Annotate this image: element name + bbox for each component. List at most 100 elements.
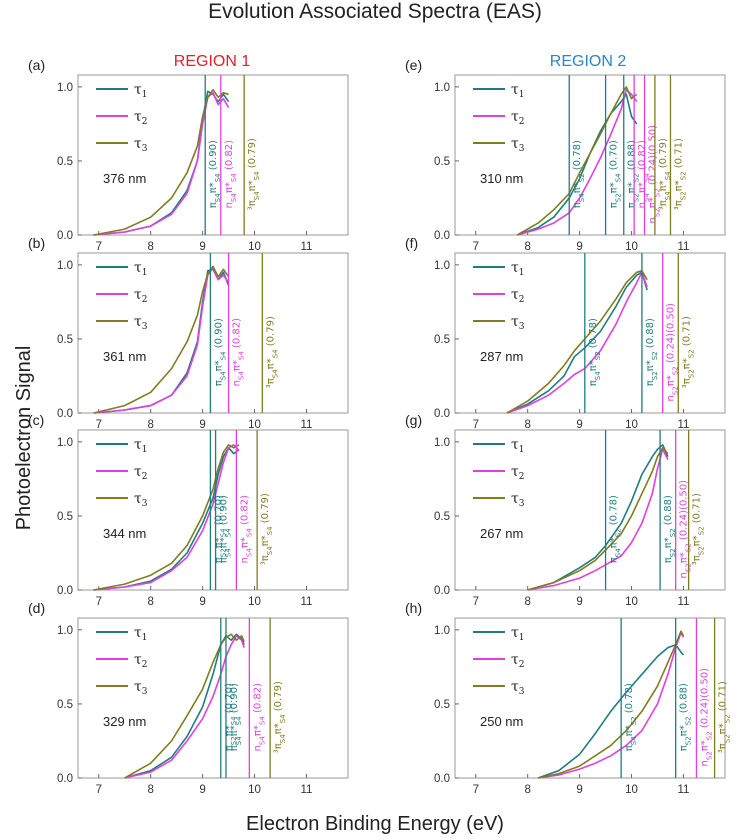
legend-label-tau1: τ1 xyxy=(134,437,147,455)
plot-frame xyxy=(77,429,349,591)
series-line-tau3 xyxy=(93,89,229,236)
x-tick-label: 9 xyxy=(199,784,205,796)
assignment-label: nS4π*S4 (0.82) xyxy=(637,140,651,209)
assignment-label: πS4π*S4 (0.90) xyxy=(219,495,233,563)
panel-letter: (a) xyxy=(28,57,45,73)
x-tick-label: 9 xyxy=(199,419,205,431)
assignment-label: πS4π*S2 (0.78) xyxy=(588,318,602,386)
x-tick-label: 9 xyxy=(576,784,582,796)
series-line-tau2 xyxy=(93,444,240,591)
y-tick-label: 0.5 xyxy=(434,699,450,711)
series-line-tau2 xyxy=(93,267,230,414)
assignment-label: ³πS4π*S4 (0.79) xyxy=(273,681,287,753)
x-tick-label: 8 xyxy=(524,784,530,796)
x-tick-label: 8 xyxy=(524,596,530,608)
legend-label-tau3: τ3 xyxy=(134,491,148,509)
assignment-label: ³πS2π*S2 (0.71) xyxy=(718,681,732,753)
x-tick-label: 10 xyxy=(248,241,261,253)
series-line-tau3 xyxy=(506,270,648,414)
assignment-label: πS2π*S2 (0.88) xyxy=(627,140,641,208)
assignment-label: ³πS2π*S2 (0.71) xyxy=(673,138,687,210)
assignment-label: ³πS4π*S4 (0.79) xyxy=(247,138,261,210)
wavelength-label: 287 nm xyxy=(480,349,523,364)
legend-label-tau1: τ1 xyxy=(511,625,524,643)
panel-letter: (c) xyxy=(28,412,44,428)
assignment-label: πS2π*S2 (0.88) xyxy=(663,495,677,563)
panel-a: (a) 7 8 9 10 11 0.0 0.5 1.0 πS4π*S4 (0.90)nS4π*S4… xyxy=(28,57,349,253)
assignment-label: nS4π*S4 (0.82) xyxy=(232,318,246,387)
x-tick-label: 11 xyxy=(300,241,312,253)
y-tick-label: 0.0 xyxy=(57,230,73,242)
figure-title: Evolution Associated Spectra (EAS) xyxy=(208,0,542,23)
assignment-label: ³πS4π*S4 (0.79) xyxy=(658,138,672,210)
assignment-label: πS2π*S4 (0.70) xyxy=(224,683,238,751)
series-line-tau2 xyxy=(527,448,669,591)
panel-c: (c) 7 8 9 10 11 0.0 0.5 1.0 πS2π*S4 (0.70)πS4π*S4… xyxy=(28,412,349,608)
assignment-label: πS4π*S2 (0.78) xyxy=(572,140,586,208)
panel-d: (d) 7 8 9 10 11 0.0 0.5 1.0 πS2π*S4 (0.70)πS4π*S4… xyxy=(28,600,349,796)
wavelength-label: 344 nm xyxy=(103,526,146,541)
x-tick-label: 11 xyxy=(300,596,312,608)
x-tick-label: 11 xyxy=(677,241,689,253)
legend-label-tau3: τ3 xyxy=(511,314,525,332)
x-tick-label: 9 xyxy=(576,596,582,608)
y-tick-label: 1.0 xyxy=(57,260,73,272)
x-tick-label: 9 xyxy=(576,419,582,431)
x-tick-label: 7 xyxy=(473,241,479,253)
x-tick-label: 11 xyxy=(677,596,689,608)
plot-frame xyxy=(454,252,726,414)
legend-label-tau2: τ2 xyxy=(511,287,524,305)
x-tick-label: 7 xyxy=(473,784,479,796)
panels-group: REGION 1 REGION 2 (a) 7 8 9 10 11 0.0 0.5 1.0 πS4π*… xyxy=(28,53,732,796)
legend-label-tau1: τ1 xyxy=(134,625,147,643)
assignment-label: πS4π*S4 (0.90) xyxy=(213,318,227,386)
panel-letter: (d) xyxy=(28,600,45,616)
legend-label-tau2: τ2 xyxy=(134,652,147,670)
assignment-label: ³πS2π*S2 (0.71) xyxy=(681,316,695,388)
y-tick-label: 0.5 xyxy=(57,511,73,523)
x-axis-label: Electron Binding Energy (eV) xyxy=(246,813,504,835)
x-tick-label: 9 xyxy=(199,241,205,253)
series-line-tau2 xyxy=(506,271,648,414)
series-line-tau3 xyxy=(537,630,685,779)
y-tick-label: 1.0 xyxy=(434,625,450,637)
x-tick-label: 8 xyxy=(147,241,153,253)
y-tick-label: 1.0 xyxy=(434,260,450,272)
x-tick-label: 8 xyxy=(147,784,153,796)
assignment-label: nS2π*S2 (0.24)(0.50) xyxy=(648,125,662,224)
y-tick-label: 0.0 xyxy=(57,773,73,785)
legend-label-tau3: τ3 xyxy=(511,136,525,154)
series-line-tau3 xyxy=(93,444,240,591)
assignment-label: nS2π*S2 (0.24)(0.50) xyxy=(699,668,713,767)
y-tick-label: 1.0 xyxy=(57,437,73,449)
plot-frame xyxy=(77,617,349,779)
x-tick-label: 8 xyxy=(524,419,530,431)
x-tick-label: 9 xyxy=(576,241,582,253)
legend-label-tau3: τ3 xyxy=(511,491,525,509)
assignment-label: nS4π*S4 (0.82) xyxy=(224,140,238,209)
legend-label-tau2: τ2 xyxy=(511,652,524,670)
y-tick-label: 0.0 xyxy=(57,408,73,420)
assignment-label: ³πS4π*S4 (0.79) xyxy=(265,316,279,388)
x-tick-label: 11 xyxy=(300,784,312,796)
series-line-tau1 xyxy=(93,268,230,414)
series-line-tau1 xyxy=(124,633,245,779)
series-line-tau3 xyxy=(93,265,230,414)
legend-label-tau1: τ1 xyxy=(511,260,524,278)
series-line-tau1 xyxy=(506,271,648,414)
wavelength-label: 329 nm xyxy=(103,714,146,729)
plot-frame xyxy=(454,74,726,236)
assignment-label: nS2π*S2 (0.24)(0.50) xyxy=(679,480,693,579)
legend-label-tau2: τ2 xyxy=(134,287,147,305)
series-line-tau1 xyxy=(537,643,685,779)
x-tick-label: 8 xyxy=(524,241,530,253)
y-axis-label: Photoelectron Signal xyxy=(13,346,35,531)
assignment-label: ³πS2π*S2 (0.71) xyxy=(692,493,706,565)
assignment-label: πS4π*S4 (0.90) xyxy=(208,140,222,208)
legend-label-tau1: τ1 xyxy=(511,82,524,100)
wavelength-label: 267 nm xyxy=(480,526,523,541)
legend-label-tau2: τ2 xyxy=(511,464,524,482)
x-tick-label: 11 xyxy=(677,784,689,796)
x-tick-label: 10 xyxy=(625,784,638,796)
